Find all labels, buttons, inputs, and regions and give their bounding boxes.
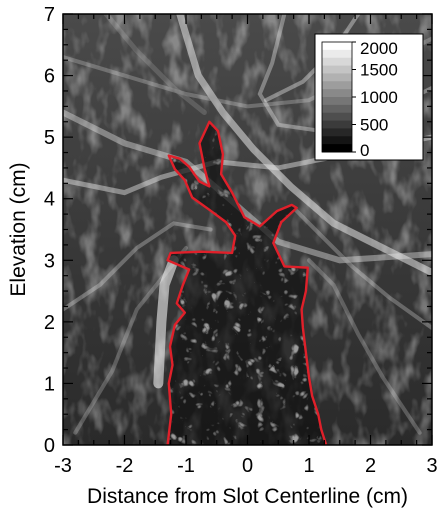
colorbar-band xyxy=(322,112,352,122)
y-tick-label: 7 xyxy=(44,4,55,26)
x-axis-title: Distance from Slot Centerline (cm) xyxy=(87,485,408,508)
colorbar-band xyxy=(322,97,352,106)
y-tick-label: 6 xyxy=(44,66,55,88)
colorbar-band xyxy=(322,128,352,137)
colorbar-label: 1500 xyxy=(360,61,398,80)
y-tick-label: 5 xyxy=(44,127,55,149)
y-tick-label: 1 xyxy=(44,373,55,395)
colorbar-band xyxy=(322,89,352,98)
colorbar-band xyxy=(322,49,352,59)
interface-contour xyxy=(166,120,328,445)
colorbar-band xyxy=(322,81,352,90)
colorbar-band xyxy=(322,104,352,114)
x-tick-label: 1 xyxy=(303,455,314,477)
colorbar-label: 500 xyxy=(360,116,388,135)
x-tick-label: -1 xyxy=(177,455,195,477)
turbulent-texture xyxy=(167,121,327,445)
colorbar-labels: 2000 1500 1000 500 0 xyxy=(352,39,398,160)
colorbar-bands xyxy=(321,41,353,153)
y-tick-label: 3 xyxy=(44,250,55,272)
x-tick-label: 3 xyxy=(426,455,437,477)
x-tick-label: -3 xyxy=(54,455,72,477)
colorbar-band xyxy=(322,136,352,145)
colorbar-band xyxy=(322,144,352,153)
y-tick-label: 0 xyxy=(44,435,55,457)
x-axis: -3 -2 -1 0 1 2 3 xyxy=(54,14,438,477)
x-tick-label: 0 xyxy=(242,455,253,477)
y-tick-label: 2 xyxy=(44,312,55,334)
colorbar-band xyxy=(322,73,352,82)
colorbar-band xyxy=(322,42,352,51)
colorbar-label: 1000 xyxy=(360,88,398,107)
colorbar-band xyxy=(322,120,352,129)
colorbar-band xyxy=(322,57,352,67)
y-tick-label: 4 xyxy=(44,189,55,211)
colorbar-label: 0 xyxy=(360,141,369,160)
colorbar-band xyxy=(322,65,352,74)
y-axis: 0 1 2 3 4 5 6 7 xyxy=(44,4,432,457)
y-axis-title: Elevation (cm) xyxy=(7,162,30,296)
colorbar-label: 2000 xyxy=(360,39,398,58)
colorbar-legend: 2000 1500 1000 500 0 xyxy=(314,33,424,161)
x-tick-label: -2 xyxy=(116,455,134,477)
x-tick-label: 2 xyxy=(365,455,376,477)
